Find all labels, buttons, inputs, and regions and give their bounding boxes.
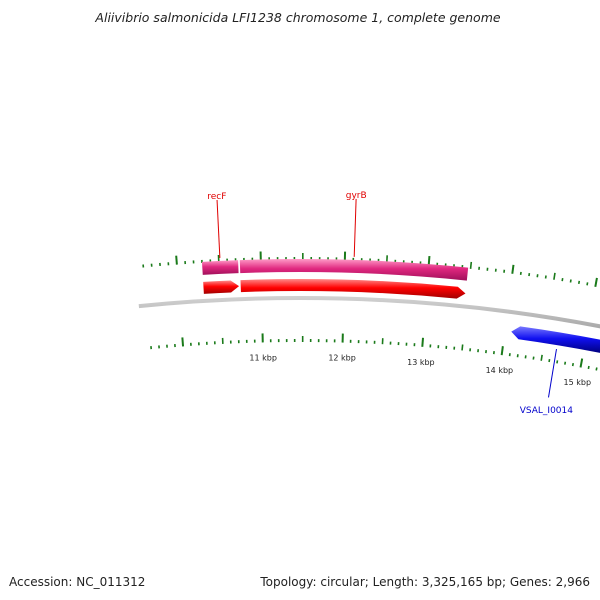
outer-feature-track bbox=[201, 259, 469, 281]
tick-mark bbox=[540, 354, 543, 361]
forward-gene[interactable] bbox=[203, 280, 240, 294]
genome-backbone bbox=[138, 296, 600, 329]
tick-label: 11 kbp bbox=[249, 353, 277, 362]
label-leader-line bbox=[353, 198, 357, 257]
map-title: Aliivibrio salmonicida LFI1238 chromosom… bbox=[94, 10, 500, 25]
tick-mark bbox=[569, 279, 572, 283]
forward-gene[interactable] bbox=[240, 278, 466, 299]
tick-mark bbox=[421, 337, 424, 347]
tick-label: 12 kbp bbox=[328, 354, 356, 363]
forward-gene-track bbox=[203, 278, 466, 299]
genome-summary-text: Topology: circular; Length: 3,325,165 bp… bbox=[259, 575, 590, 589]
gene-label: VSAL_I0014 bbox=[520, 406, 574, 416]
tick-mark bbox=[500, 346, 504, 356]
tick-mark bbox=[587, 365, 590, 370]
tick-mark bbox=[553, 272, 556, 280]
label-leader-line bbox=[547, 348, 557, 398]
tick-mark bbox=[586, 282, 589, 286]
pink-feature[interactable] bbox=[201, 260, 239, 275]
tick-mark bbox=[571, 362, 575, 367]
tick-label: 15 kbp bbox=[564, 378, 592, 387]
gene-label: recF bbox=[207, 192, 226, 202]
reverse-gene[interactable] bbox=[511, 326, 600, 353]
reverse-gene-track bbox=[511, 326, 600, 353]
tick-mark bbox=[469, 261, 473, 269]
pink-feature[interactable] bbox=[239, 259, 469, 281]
tick-label: 14 kbp bbox=[486, 366, 514, 375]
tick-mark bbox=[595, 367, 598, 371]
tick-mark bbox=[461, 344, 464, 351]
tick-mark bbox=[577, 280, 581, 285]
tick-mark bbox=[175, 255, 178, 265]
tick-mark bbox=[427, 256, 431, 266]
tick-mark bbox=[564, 361, 567, 365]
tick-mark bbox=[181, 337, 185, 347]
accession-text: Accession: NC_011312 bbox=[9, 575, 145, 589]
tick-label: 13 kbp bbox=[407, 358, 435, 367]
label-leader-line bbox=[216, 199, 221, 258]
tick-mark bbox=[594, 277, 598, 287]
tick-mark bbox=[579, 358, 584, 368]
gene-label: gyrB bbox=[346, 191, 367, 201]
tick-mark bbox=[511, 264, 515, 274]
